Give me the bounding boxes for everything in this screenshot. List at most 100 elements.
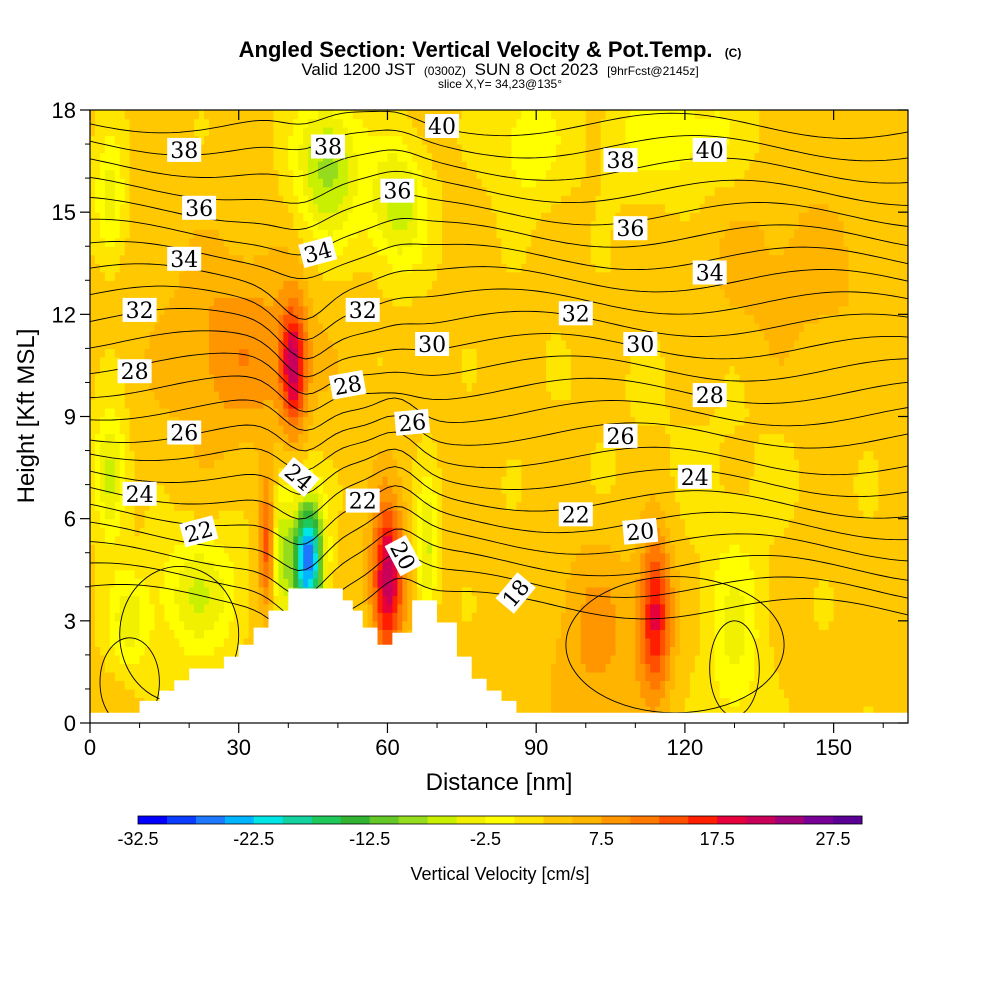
- velocity-cell: [803, 501, 810, 511]
- velocity-cell: [739, 595, 745, 605]
- velocity-cell: [888, 561, 894, 571]
- velocity-cell: [615, 518, 622, 528]
- velocity-cell: [605, 612, 612, 622]
- velocity-cell: [476, 476, 483, 486]
- velocity-cell: [769, 510, 775, 520]
- velocity-cell: [496, 663, 503, 673]
- velocity-cell: [605, 680, 612, 690]
- velocity-cell: [164, 680, 170, 690]
- velocity-cell: [208, 476, 215, 486]
- velocity-cell: [516, 629, 522, 639]
- velocity-cell: [352, 544, 359, 554]
- velocity-cell: [496, 671, 503, 682]
- velocity-cell: [397, 595, 403, 605]
- velocity-cell: [789, 510, 795, 520]
- velocity-cell: [243, 467, 250, 477]
- velocity-cell: [456, 637, 463, 647]
- velocity-cell: [883, 603, 889, 613]
- velocity-cell: [595, 680, 602, 690]
- velocity-cell: [868, 476, 874, 486]
- velocity-cell: [873, 476, 879, 486]
- velocity-cell: [615, 569, 622, 579]
- velocity-cell: [873, 595, 879, 605]
- velocity-cell: [318, 527, 324, 537]
- velocity-cell: [888, 654, 894, 664]
- velocity-cell: [873, 493, 879, 503]
- velocity-cell: [124, 586, 131, 596]
- velocity-cell: [694, 544, 701, 554]
- velocity-cell: [694, 629, 701, 639]
- velocity-cell: [605, 501, 612, 511]
- velocity-cell: [798, 646, 805, 656]
- velocity-cell: [570, 697, 577, 707]
- velocity-cell: [506, 629, 512, 639]
- velocity-cell: [674, 697, 681, 707]
- velocity-cell: [99, 493, 106, 503]
- velocity-cell: [863, 697, 869, 707]
- velocity-cell: [793, 688, 800, 699]
- velocity-cell: [159, 476, 165, 486]
- velocity-cell: [640, 578, 646, 588]
- velocity-cell: [620, 646, 627, 656]
- velocity-cell: [104, 705, 111, 716]
- velocity-cell: [551, 476, 557, 486]
- velocity-cell: [699, 552, 706, 562]
- velocity-cell: [684, 578, 691, 588]
- velocity-cell: [893, 671, 899, 682]
- velocity-cell: [784, 476, 790, 486]
- velocity-cell: [471, 654, 478, 664]
- velocity-cell: [377, 637, 384, 647]
- velocity-cell: [184, 671, 190, 682]
- velocity-cell: [808, 603, 815, 613]
- velocity-cell: [714, 663, 721, 673]
- velocity-cell: [124, 561, 131, 571]
- velocity-cell: [759, 527, 765, 537]
- velocity-cell: [243, 569, 250, 579]
- velocity-cell: [848, 612, 855, 622]
- velocity-cell: [496, 637, 503, 647]
- velocity-cell: [208, 595, 215, 605]
- velocity-cell: [858, 637, 864, 647]
- velocity-cell: [526, 612, 532, 622]
- velocity-cell: [451, 595, 458, 605]
- velocity-cell: [253, 535, 260, 545]
- velocity-cell: [789, 569, 795, 579]
- velocity-cell: [704, 552, 711, 562]
- velocity-cell: [516, 518, 522, 528]
- velocity-cell: [422, 544, 428, 554]
- velocity-cell: [565, 663, 572, 673]
- velocity-cell: [655, 671, 661, 682]
- velocity-cell: [119, 527, 126, 537]
- velocity-cell: [169, 620, 175, 630]
- velocity-cell: [665, 561, 671, 571]
- velocity-cell: [377, 629, 384, 639]
- velocity-cell: [179, 595, 185, 605]
- velocity-cell: [441, 603, 448, 613]
- velocity-cell: [164, 646, 170, 656]
- velocity-cell: [342, 467, 349, 477]
- velocity-cell: [813, 518, 820, 528]
- velocity-cell: [204, 510, 210, 520]
- velocity-cell: [119, 688, 126, 699]
- velocity-cell: [779, 629, 785, 639]
- velocity-cell: [144, 586, 151, 596]
- velocity-cell: [724, 527, 731, 537]
- velocity-cell: [620, 637, 627, 647]
- velocity-cell: [273, 510, 279, 520]
- velocity-cell: [263, 552, 270, 562]
- velocity-cell: [610, 603, 617, 613]
- velocity-cell: [600, 518, 607, 528]
- velocity-cell: [387, 620, 394, 630]
- velocity-cell: [446, 612, 453, 622]
- velocity-cell: [521, 535, 527, 545]
- velocity-cell: [660, 535, 666, 545]
- velocity-cell: [506, 527, 512, 537]
- velocity-cell: [833, 629, 840, 639]
- velocity-cell: [218, 484, 225, 494]
- velocity-cell: [898, 552, 904, 562]
- velocity-cell: [714, 603, 721, 613]
- velocity-cell: [610, 705, 617, 716]
- velocity-cell: [263, 569, 270, 579]
- velocity-cell: [838, 595, 845, 605]
- velocity-cell: [729, 501, 736, 511]
